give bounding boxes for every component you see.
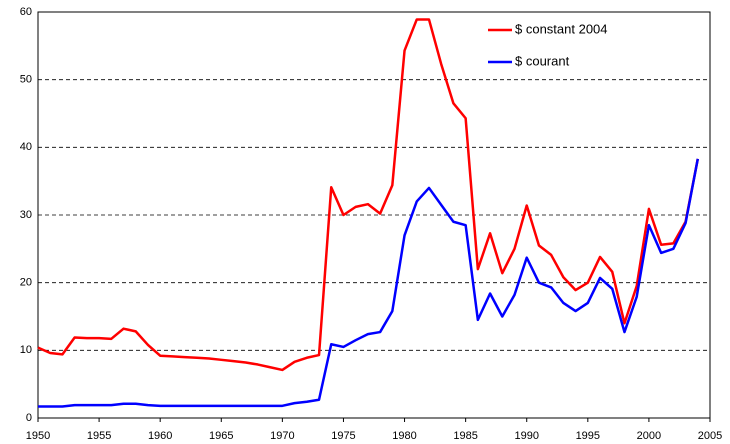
line: [37, 18, 700, 372]
x-tick-label: 1970: [270, 430, 294, 442]
x-tick-label: 1980: [392, 430, 416, 442]
x-tick-label: 1990: [514, 430, 538, 442]
x-tick-label: 1995: [576, 430, 600, 442]
x-tick-label: 1955: [87, 430, 111, 442]
x-tick-label: 1960: [148, 430, 172, 442]
line: [38, 158, 700, 408]
x-tick-label: 2000: [637, 430, 661, 442]
plot-border: [37, 11, 711, 419]
y-tick-label: 60: [20, 6, 32, 18]
x-tick-label: 1975: [331, 430, 355, 442]
legend-label: $ courant: [515, 53, 570, 68]
y-tick-label: 0: [26, 412, 32, 424]
y-tick-label: 20: [20, 277, 32, 289]
y-tick-label: 30: [20, 209, 32, 221]
x-tick-label: 2005: [698, 430, 722, 442]
x-tick-label: 1950: [26, 430, 50, 442]
x-tick-label: 1965: [209, 430, 233, 442]
legend-label: $ constant 2004: [515, 21, 608, 36]
y-tick-label: 40: [20, 141, 32, 153]
y-tick-label: 10: [20, 344, 32, 356]
x-tick-label: 1985: [453, 430, 477, 442]
y-tick-label: 50: [20, 74, 32, 86]
